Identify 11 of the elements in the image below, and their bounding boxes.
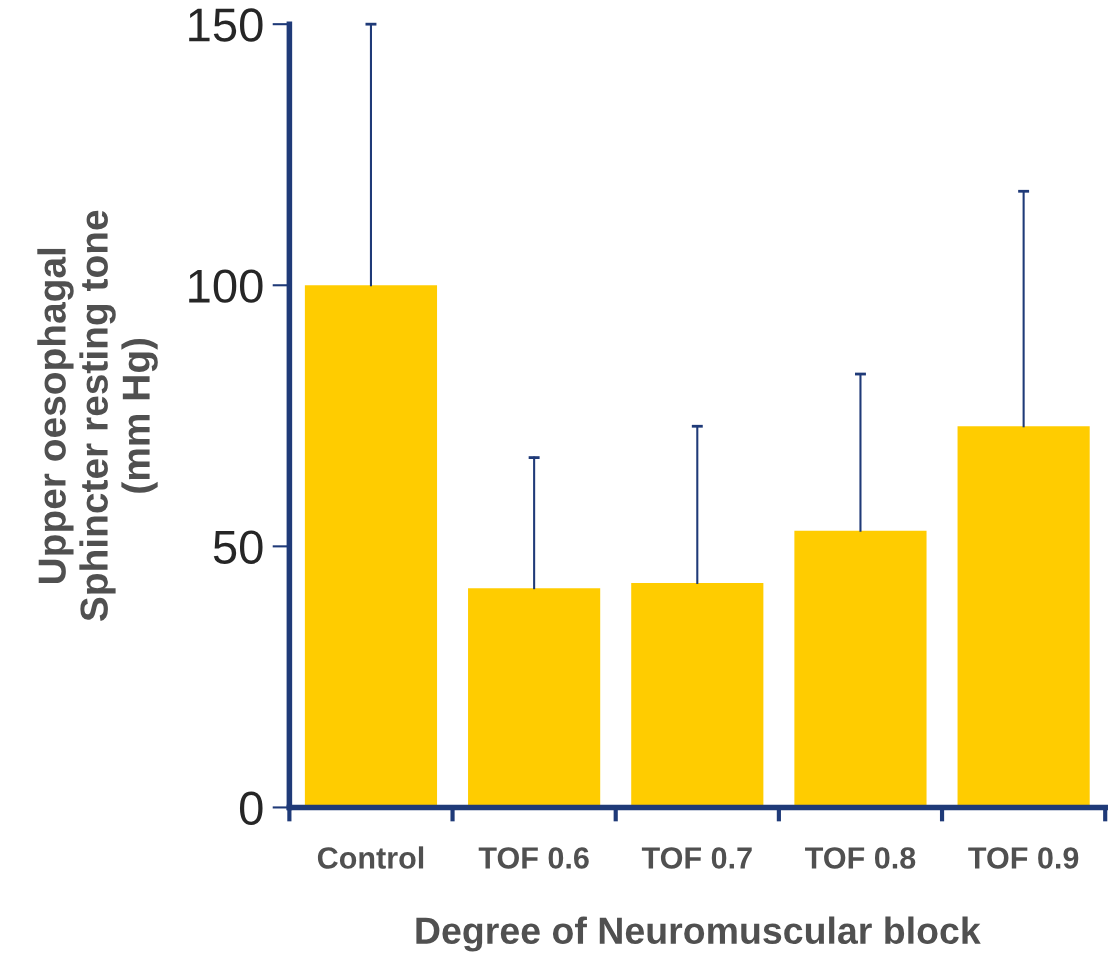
x-tick-label: Control bbox=[317, 846, 424, 869]
x-tick-label: TOF 0.9 bbox=[968, 847, 1079, 869]
x-tick-label: TOF 0.8 bbox=[805, 847, 916, 869]
y-tick-label: 0 bbox=[239, 791, 263, 826]
x-tick-label: TOF 0.7 bbox=[641, 847, 752, 869]
y-tick-label: 150 bbox=[189, 8, 263, 42]
y-tick-label: 50 bbox=[213, 530, 263, 564]
x-tick-label: TOF 0.6 bbox=[478, 847, 589, 869]
x-axis-title: Degree of Neuromuscular block bbox=[416, 916, 981, 952]
y-tick-label: 100 bbox=[189, 269, 263, 303]
y-axis-title: Upper oesophagal Sphincter resting tone (mm Hg) bbox=[37, 210, 158, 622]
